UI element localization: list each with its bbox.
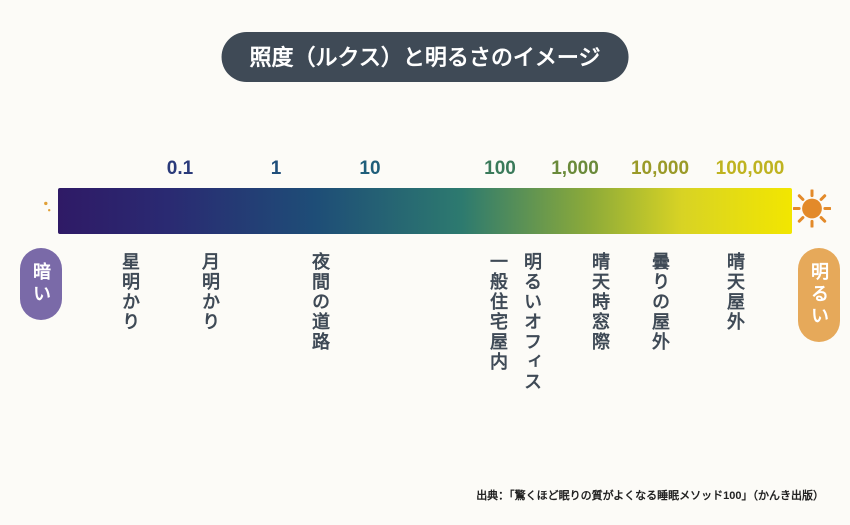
title-pill: 照度（ルクス）と明るさのイメージ	[222, 32, 629, 82]
example-label-4: 明るいオフィス	[519, 252, 545, 392]
tick-2: 10	[359, 158, 380, 180]
example-label-1: 月明かり	[197, 252, 223, 332]
example-label-3: 一般住宅屋内	[485, 252, 511, 372]
dark-pill: 暗い	[20, 248, 62, 320]
tick-5: 10,000	[631, 158, 689, 180]
tick-1: 1	[271, 158, 282, 180]
bright-pill: 明るい	[798, 248, 840, 342]
moon-icon	[22, 192, 56, 231]
bright-pill-text: 明るい	[809, 262, 829, 328]
tick-6: 100,000	[716, 158, 785, 180]
tick-0: 0.1	[167, 158, 193, 180]
sun-icon	[793, 190, 831, 233]
lux-infographic: 照度（ルクス）と明るさのイメージ 0.1 1 10 100 1,000 10,000 100…	[0, 0, 850, 525]
example-label-6: 曇りの屋外	[647, 252, 673, 352]
example-label-5: 晴天時窓際	[587, 252, 613, 352]
dark-pill-text: 暗い	[31, 262, 51, 306]
tick-3: 100	[484, 158, 516, 180]
example-label-7: 晴天屋外	[722, 252, 748, 332]
title-text: 照度（ルクス）と明るさのイメージ	[250, 45, 601, 70]
example-label-0: 星明かり	[117, 252, 143, 332]
source-citation: 出典：「驚くほど眠りの質がよくなる睡眠メソッド100」（かんき出版）	[476, 487, 824, 503]
tick-4: 1,000	[551, 158, 599, 180]
lux-gradient-bar	[58, 188, 792, 234]
source-text: 出典：「驚くほど眠りの質がよくなる睡眠メソッド100」（かんき出版）	[476, 490, 824, 502]
example-label-2: 夜間の道路	[307, 252, 333, 352]
